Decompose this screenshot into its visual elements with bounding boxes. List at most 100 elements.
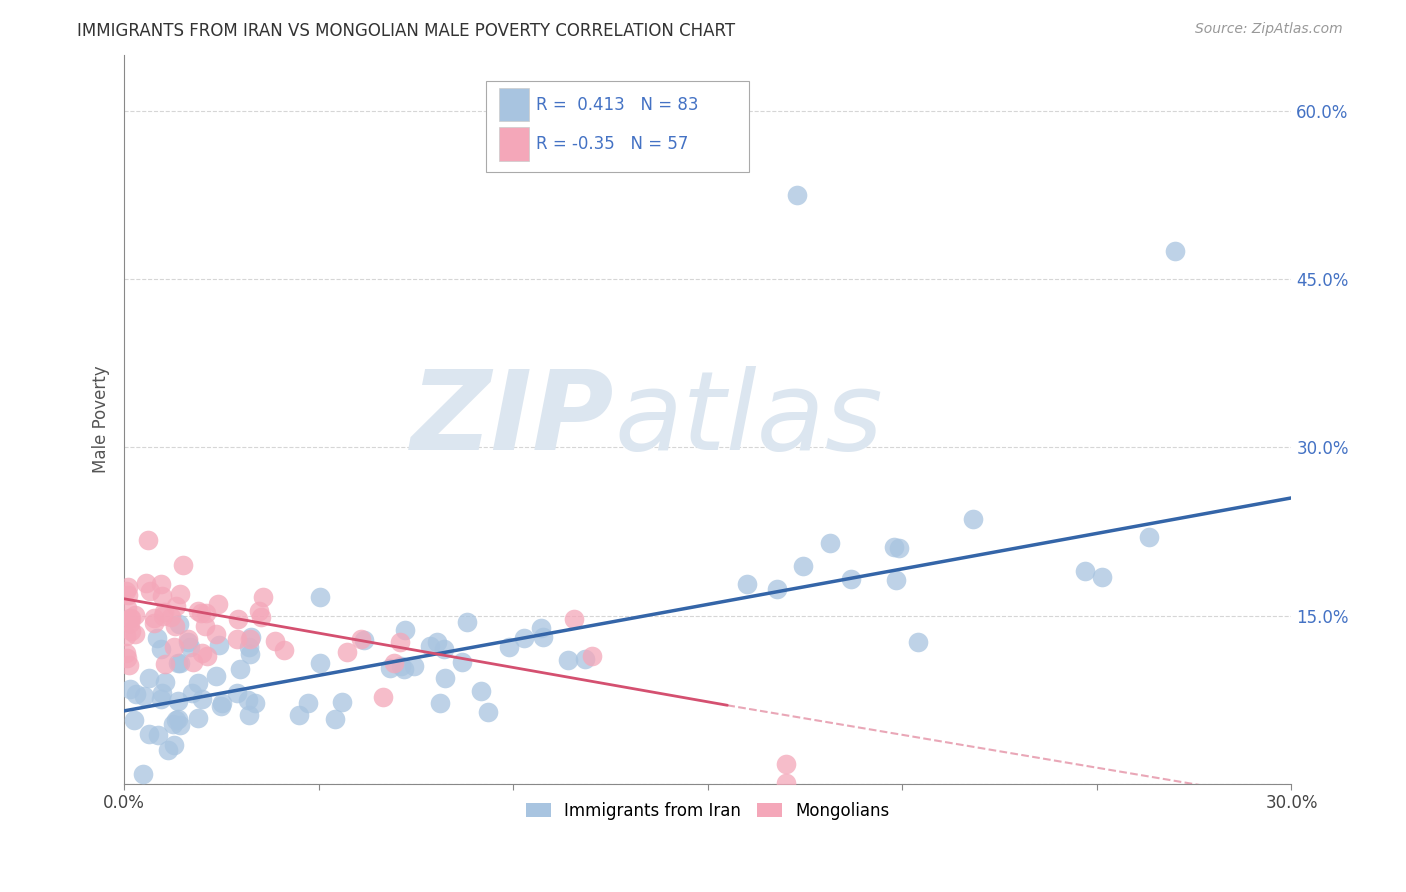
Point	[163, 619, 186, 633]
Legend: Immigrants from Iran, Mongolians: Immigrants from Iran, Mongolians	[519, 795, 897, 826]
Point	[273, 643, 295, 657]
FancyBboxPatch shape	[499, 128, 529, 161]
Point	[139, 583, 162, 598]
Point	[191, 692, 214, 706]
Point	[530, 621, 553, 635]
Point	[225, 632, 247, 647]
Point	[117, 651, 139, 665]
Point	[150, 686, 173, 700]
Text: IMMIGRANTS FROM IRAN VS MONGOLIAN MALE POVERTY CORRELATION CHART: IMMIGRANTS FROM IRAN VS MONGOLIAN MALE P…	[77, 22, 735, 40]
Point	[165, 599, 187, 613]
Point	[162, 739, 184, 753]
Point	[209, 698, 232, 713]
Point	[353, 632, 375, 647]
Point	[247, 604, 270, 618]
Point	[150, 590, 173, 604]
Point	[205, 669, 228, 683]
Point	[884, 573, 907, 587]
Point	[120, 616, 142, 631]
Point	[181, 686, 204, 700]
Point	[172, 558, 194, 573]
Point	[574, 651, 596, 665]
Point	[163, 640, 186, 654]
Point	[792, 559, 814, 574]
Point	[456, 615, 478, 629]
Point	[451, 655, 474, 669]
Point	[120, 624, 142, 639]
Point	[167, 712, 190, 726]
Point	[207, 597, 229, 611]
Point	[167, 694, 190, 708]
Point	[115, 629, 138, 643]
Point	[149, 692, 172, 706]
Point	[240, 630, 263, 644]
Point	[115, 601, 138, 615]
Point	[146, 728, 169, 742]
Point	[194, 619, 217, 633]
Point	[818, 535, 841, 549]
Point	[190, 606, 212, 620]
Point	[238, 640, 260, 654]
Point	[195, 648, 218, 663]
Point	[404, 659, 426, 673]
Point	[349, 632, 371, 646]
Point	[775, 775, 797, 789]
Point	[1137, 530, 1160, 544]
Point	[118, 657, 141, 672]
Point	[841, 572, 863, 586]
Point	[120, 611, 142, 625]
Point	[239, 647, 262, 661]
Point	[378, 660, 401, 674]
Point	[1091, 570, 1114, 584]
Point	[907, 634, 929, 648]
Point	[297, 696, 319, 710]
Point	[786, 188, 808, 202]
Point	[146, 631, 169, 645]
Point	[149, 576, 172, 591]
Point	[434, 672, 457, 686]
Point	[531, 630, 554, 644]
Point	[887, 541, 910, 555]
Point	[382, 657, 405, 671]
Point	[143, 615, 166, 630]
Point	[191, 646, 214, 660]
Point	[115, 646, 138, 660]
Point	[132, 689, 155, 703]
Point	[581, 648, 603, 663]
Point	[165, 713, 187, 727]
Point	[179, 640, 201, 654]
Point	[169, 656, 191, 670]
Point	[162, 717, 184, 731]
Point	[433, 642, 456, 657]
Point	[142, 611, 165, 625]
Point	[153, 657, 176, 671]
Point	[562, 612, 585, 626]
Point	[167, 617, 190, 632]
Point	[169, 717, 191, 731]
Point	[477, 705, 499, 719]
Point	[309, 590, 332, 604]
Point	[288, 708, 311, 723]
Point	[737, 577, 759, 591]
Point	[117, 580, 139, 594]
Point	[122, 713, 145, 727]
Point	[204, 626, 226, 640]
Point	[177, 632, 200, 646]
Point	[117, 588, 139, 602]
Point	[239, 632, 262, 646]
Point	[187, 676, 209, 690]
Text: R =  0.413   N = 83: R = 0.413 N = 83	[536, 95, 699, 113]
Point	[557, 653, 579, 667]
Point	[962, 512, 984, 526]
Point	[236, 693, 259, 707]
Point	[153, 605, 176, 619]
Point	[187, 604, 209, 618]
Point	[238, 708, 260, 723]
Point	[138, 727, 160, 741]
Y-axis label: Male Poverty: Male Poverty	[93, 366, 110, 474]
Point	[419, 639, 441, 653]
Point	[135, 576, 157, 591]
Point	[136, 533, 159, 547]
Point	[211, 696, 233, 710]
Point	[156, 743, 179, 757]
